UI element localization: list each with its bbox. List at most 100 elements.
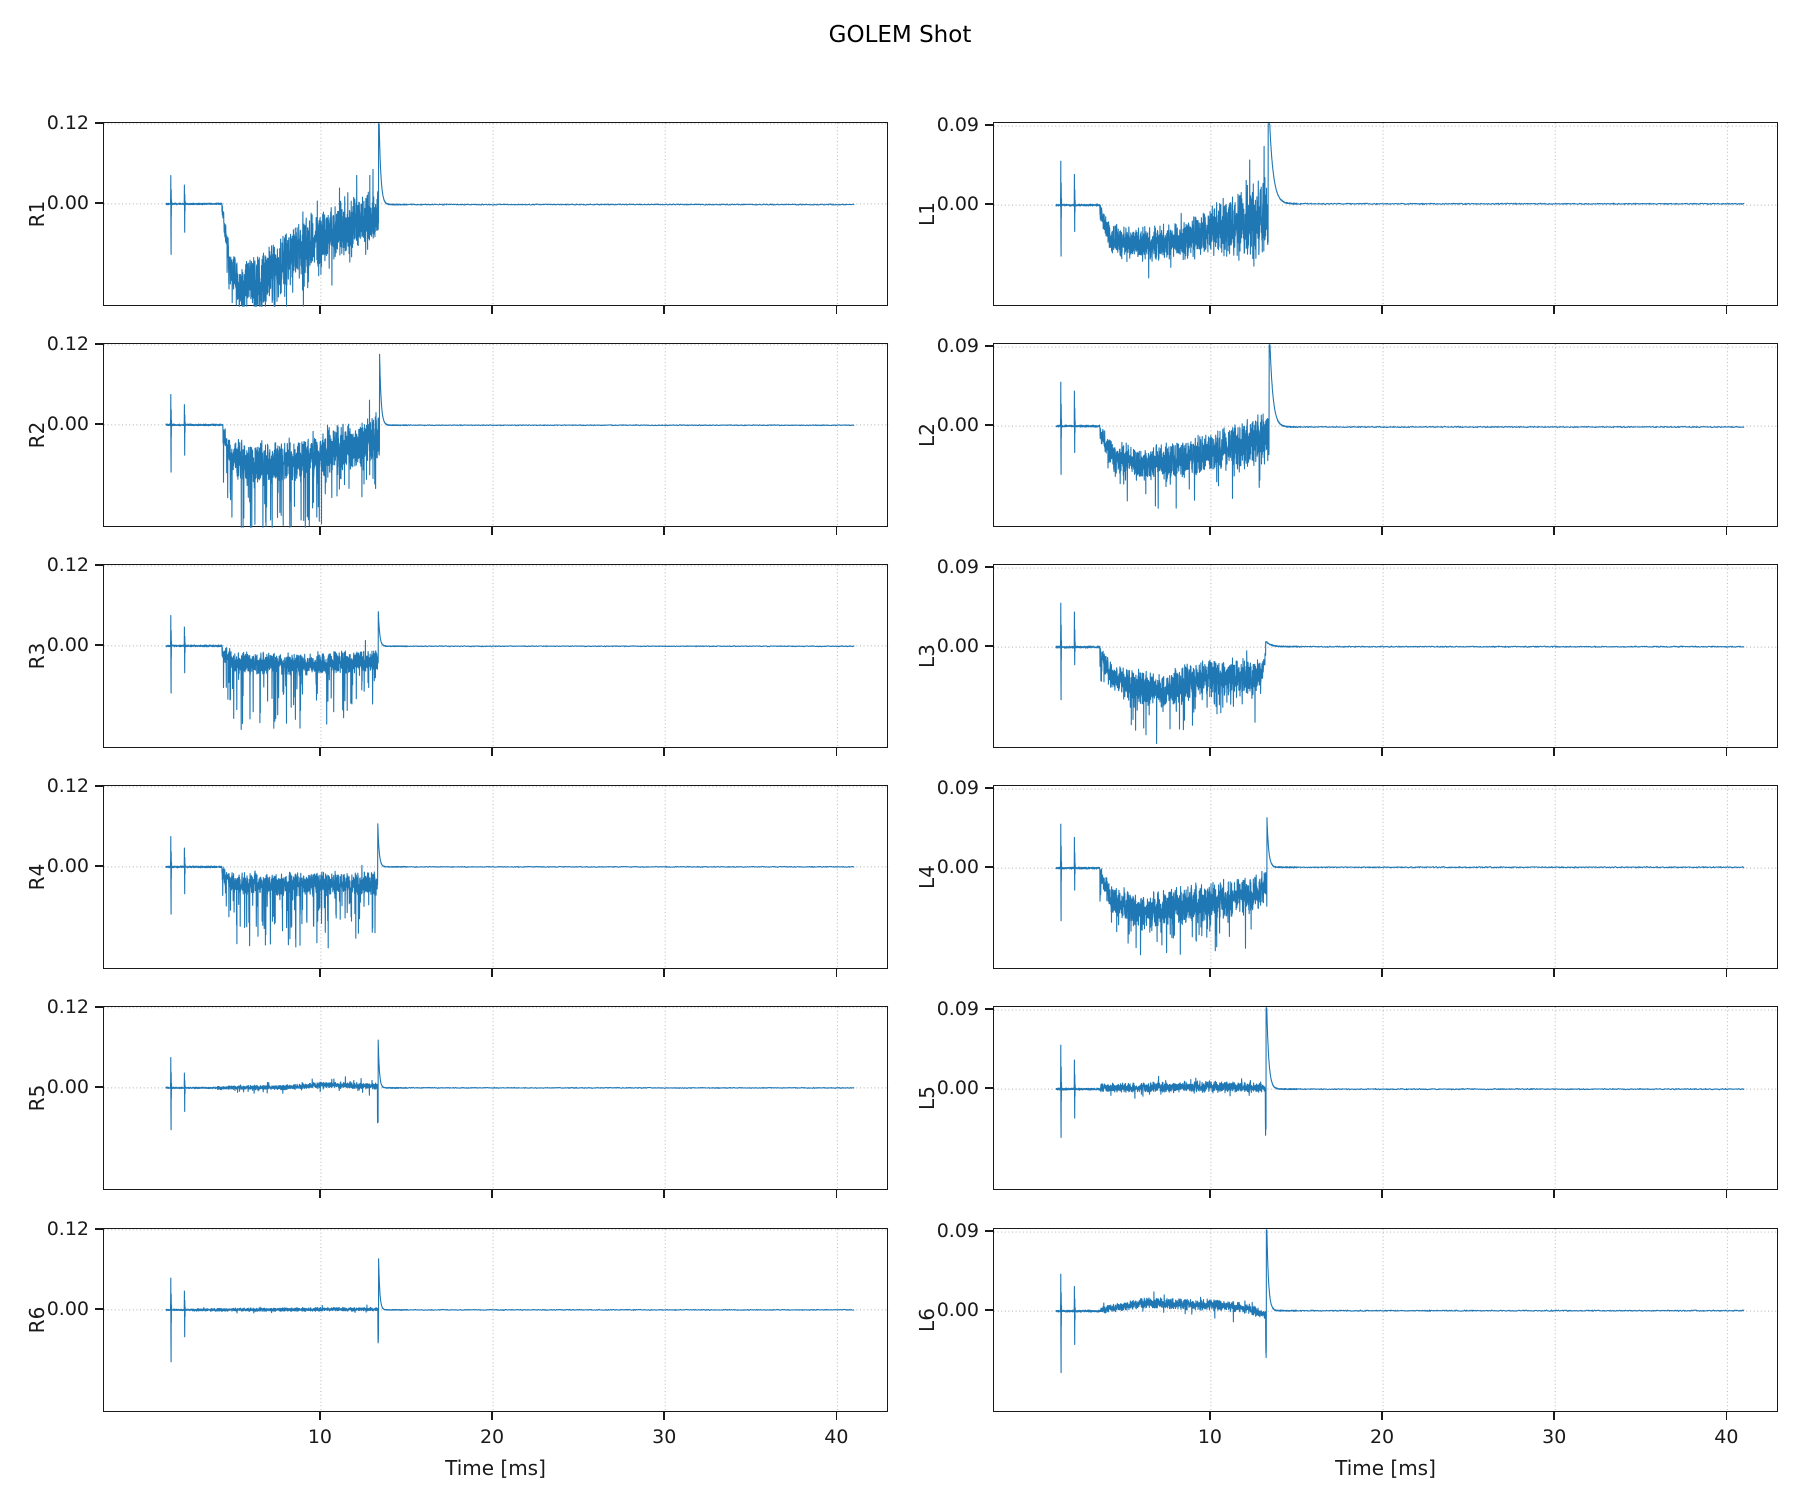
x-tickmark: [835, 306, 838, 314]
axes-L3: [993, 564, 1779, 749]
x-tickmark: [491, 527, 493, 535]
x-tickmark: [663, 1412, 665, 1420]
axes-R2: [103, 343, 889, 528]
x-tickmark: [319, 306, 321, 314]
y-tick-label: 0.00: [46, 633, 89, 656]
x-tick-label: 30: [652, 1426, 677, 1448]
y-axis-label-L6: L6: [915, 1308, 939, 1332]
trace-R3: [165, 611, 855, 730]
plot-area-L1: [994, 123, 1779, 307]
subplot-L3: 0.09 0.00 L3: [915, 556, 1779, 756]
y-tick-label: 0.00: [46, 1075, 89, 1098]
subplot-R3: 0.12 0.00 R3: [25, 554, 889, 756]
plot-area-R4: [104, 786, 889, 970]
x-tick-label: 40: [1714, 1426, 1739, 1448]
subplot-L6: 0.09 0.00 10 20 30 40 L6 Time [ms]: [915, 1220, 1779, 1480]
y-tick-label: 0.09: [936, 1220, 979, 1243]
x-tickmark: [1725, 748, 1728, 756]
x-tickmark: [491, 969, 493, 977]
y-tickmark: [985, 866, 993, 868]
plot-area-R6: [104, 1229, 889, 1413]
x-tickmark: [1725, 1190, 1728, 1198]
axes-L5: [993, 1006, 1779, 1191]
x-tickmark: [491, 748, 493, 756]
subplot-R2: 0.12 0.00 R2: [25, 333, 889, 535]
x-tickmark: [1209, 527, 1211, 535]
y-tickmark: [95, 865, 103, 867]
plot-area-R1: [104, 123, 889, 307]
y-tickmark: [985, 424, 993, 426]
trace-R5: [165, 1039, 855, 1131]
subplot-R1: 0.12 0.00 R1: [25, 112, 889, 314]
trace-R6: [165, 1258, 855, 1363]
x-tickmark: [319, 969, 321, 977]
y-tickmark: [985, 1008, 993, 1010]
plot-area-L4: [994, 786, 1779, 970]
y-tickmark: [985, 787, 993, 789]
y-tick-label: 0.12: [46, 332, 89, 355]
x-tickmark: [1553, 1190, 1555, 1198]
x-tickmark: [1553, 969, 1555, 977]
x-tickmark: [491, 1190, 493, 1198]
y-tick-label: 0.12: [46, 553, 89, 576]
x-tickmark: [835, 1190, 838, 1198]
x-tickmark: [1553, 527, 1555, 535]
y-tick-label: 0.00: [46, 854, 89, 877]
y-tick-label: 0.00: [46, 191, 89, 214]
y-tick-label: 0.00: [936, 193, 979, 216]
x-tickmark: [1381, 1190, 1383, 1198]
x-tickmark: [319, 748, 321, 756]
y-tick-label: 0.09: [936, 114, 979, 137]
x-tick-label: 30: [1542, 1426, 1567, 1448]
y-axis-label-L2: L2: [915, 423, 939, 447]
y-tickmark: [985, 203, 993, 205]
y-tickmark: [985, 1309, 993, 1311]
x-tickmark: [835, 969, 838, 977]
x-tickmark: [835, 1412, 838, 1420]
x-tickmark: [1553, 306, 1555, 314]
y-axis-label-R6: R6: [25, 1306, 49, 1334]
x-axis-label: Time [ms]: [1335, 1456, 1436, 1480]
x-tickmark: [1381, 527, 1383, 535]
y-tick-label: 0.00: [936, 414, 979, 437]
axes-R1: [103, 122, 889, 307]
x-tickmark: [1725, 1412, 1728, 1420]
subplot-L4: 0.09 0.00 L4: [915, 777, 1779, 977]
trace-R4: [165, 823, 855, 949]
x-tickmark: [1209, 969, 1211, 977]
x-tick-label: 40: [824, 1426, 849, 1448]
plot-area-R5: [104, 1007, 889, 1191]
x-tickmark: [663, 969, 665, 977]
subplot-R4: 0.12 0.00 R4: [25, 775, 889, 977]
y-axis-label-R1: R1: [25, 200, 49, 228]
plot-area-R3: [104, 565, 889, 749]
y-tick-label: 0.09: [936, 335, 979, 358]
y-tick-label: 0.00: [936, 1077, 979, 1100]
x-tickmark: [319, 527, 321, 535]
x-tick-label: 10: [307, 1426, 332, 1448]
x-tickmark: [663, 1190, 665, 1198]
y-tickmark: [985, 345, 993, 347]
figure-title: GOLEM Shot: [828, 22, 972, 48]
trace-L3: [1055, 602, 1745, 745]
plot-area-L3: [994, 565, 1779, 749]
y-tickmark: [985, 124, 993, 126]
x-tickmark: [319, 1412, 321, 1420]
trace-L5: [1055, 1007, 1745, 1138]
y-tickmark: [985, 1087, 993, 1089]
x-tickmark: [1381, 306, 1383, 314]
plot-area-L6: [994, 1229, 1779, 1413]
y-tick-label: 0.00: [936, 1299, 979, 1322]
y-axis-label-L4: L4: [915, 865, 939, 889]
y-tickmark: [95, 644, 103, 646]
y-tickmark: [95, 343, 103, 345]
y-tick-label: 0.12: [46, 995, 89, 1018]
trace-L2: [1055, 344, 1745, 509]
x-tickmark: [1725, 527, 1728, 535]
y-tick-label: 0.00: [936, 635, 979, 658]
x-axis-label: Time [ms]: [445, 1456, 546, 1480]
y-tick-label: 0.09: [936, 998, 979, 1021]
y-tickmark: [985, 1230, 993, 1232]
trace-L4: [1055, 817, 1745, 956]
